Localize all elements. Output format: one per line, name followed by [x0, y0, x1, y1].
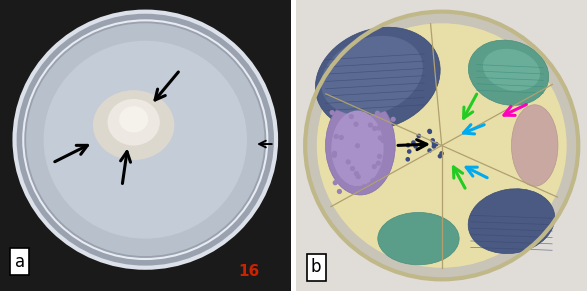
Ellipse shape: [329, 110, 335, 115]
Ellipse shape: [305, 12, 578, 279]
Ellipse shape: [346, 159, 351, 164]
Ellipse shape: [383, 133, 388, 138]
Ellipse shape: [355, 186, 360, 191]
Ellipse shape: [378, 212, 459, 265]
Ellipse shape: [468, 40, 549, 105]
Ellipse shape: [354, 171, 359, 176]
Ellipse shape: [377, 154, 382, 159]
Ellipse shape: [332, 151, 337, 156]
Ellipse shape: [413, 144, 418, 149]
Ellipse shape: [381, 124, 386, 129]
Ellipse shape: [372, 164, 377, 169]
Ellipse shape: [119, 106, 148, 132]
Ellipse shape: [431, 144, 436, 149]
Ellipse shape: [427, 148, 432, 153]
Ellipse shape: [427, 129, 432, 134]
Ellipse shape: [372, 126, 377, 131]
Ellipse shape: [406, 143, 410, 148]
Ellipse shape: [107, 99, 160, 146]
Ellipse shape: [321, 36, 423, 116]
Polygon shape: [0, 0, 291, 291]
Ellipse shape: [356, 174, 361, 179]
Text: b: b: [311, 258, 322, 276]
Ellipse shape: [390, 117, 396, 122]
Ellipse shape: [483, 49, 540, 91]
Ellipse shape: [43, 41, 247, 239]
Ellipse shape: [362, 184, 367, 189]
Ellipse shape: [377, 174, 382, 179]
Ellipse shape: [375, 111, 380, 116]
Ellipse shape: [511, 105, 558, 186]
Ellipse shape: [339, 135, 344, 140]
Ellipse shape: [407, 149, 411, 154]
Ellipse shape: [380, 138, 386, 143]
Ellipse shape: [349, 114, 354, 119]
Ellipse shape: [368, 123, 373, 128]
Polygon shape: [296, 0, 587, 291]
Ellipse shape: [376, 125, 381, 131]
Ellipse shape: [353, 122, 359, 127]
Ellipse shape: [326, 96, 395, 195]
Ellipse shape: [350, 166, 355, 171]
Ellipse shape: [370, 178, 376, 183]
Ellipse shape: [406, 157, 410, 162]
Ellipse shape: [376, 161, 381, 166]
Ellipse shape: [430, 138, 435, 143]
Ellipse shape: [332, 153, 337, 158]
Ellipse shape: [378, 135, 383, 141]
Ellipse shape: [331, 111, 384, 186]
Ellipse shape: [317, 23, 566, 268]
Ellipse shape: [438, 154, 442, 159]
Ellipse shape: [411, 140, 416, 145]
Ellipse shape: [15, 12, 276, 268]
Ellipse shape: [333, 180, 338, 185]
Ellipse shape: [315, 27, 440, 130]
Text: 16: 16: [238, 264, 259, 279]
Ellipse shape: [427, 129, 432, 133]
Ellipse shape: [431, 141, 436, 146]
Text: a: a: [15, 253, 25, 271]
Ellipse shape: [333, 134, 339, 139]
Ellipse shape: [93, 90, 174, 160]
Ellipse shape: [434, 142, 438, 146]
Ellipse shape: [416, 134, 421, 138]
Ellipse shape: [468, 189, 555, 253]
Ellipse shape: [439, 151, 444, 156]
Ellipse shape: [355, 143, 360, 148]
Ellipse shape: [337, 189, 342, 194]
Ellipse shape: [26, 23, 264, 256]
